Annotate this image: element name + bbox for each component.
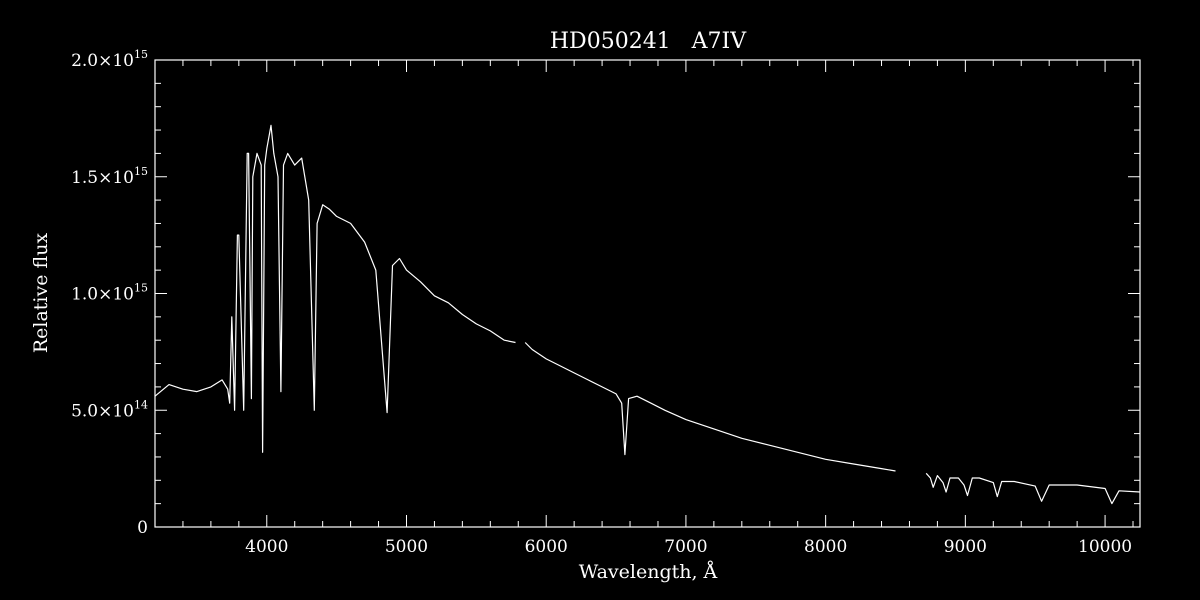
x-tick-label: 6000 <box>525 537 568 557</box>
x-tick-label: 4000 <box>245 537 288 557</box>
y-tick-exponent: 15 <box>134 48 148 61</box>
x-tick-label: 5000 <box>385 537 428 557</box>
y-tick-label: 5.0×1014 <box>71 398 148 421</box>
y-tick-exponent: 14 <box>134 398 148 411</box>
y-tick: 2.0×1015 <box>71 48 1140 71</box>
x-tick-label: 8000 <box>804 537 847 557</box>
y-tick: 1.5×1015 <box>71 165 1140 188</box>
chart-title: HD050241 A7IV <box>550 29 747 54</box>
y-tick: 5.0×1014 <box>71 398 1140 421</box>
plot-frame <box>154 59 1141 528</box>
y-tick: 1.0×1015 <box>71 282 1140 305</box>
spectrum-line-segment <box>925 472 1141 505</box>
y-axis-label: Relative flux <box>30 233 52 354</box>
y-tick-exponent: 15 <box>134 282 148 295</box>
y-tick-label: 0 <box>137 518 148 538</box>
y-tick-mantissa: 2.0×10 <box>71 51 134 71</box>
y-tick-label: 1.5×1015 <box>71 165 148 188</box>
x-tick: 4000 <box>245 60 288 557</box>
x-tick-label: 7000 <box>664 537 707 557</box>
x-axis-label: Wavelength, Å <box>579 561 718 583</box>
x-tick: 8000 <box>804 60 847 557</box>
y-tick-exponent: 15 <box>134 165 148 178</box>
spectrum-series <box>154 124 1141 505</box>
y-tick-label: 2.0×1015 <box>71 48 148 71</box>
x-tick: 5000 <box>385 60 428 557</box>
y-tick-mantissa: 0 <box>137 518 148 538</box>
y-tick-label: 1.0×1015 <box>71 282 148 305</box>
x-tick: 9000 <box>944 60 987 557</box>
x-tick: 7000 <box>664 60 708 557</box>
x-tick: 6000 <box>525 60 568 557</box>
y-tick-mantissa: 1.5×10 <box>71 168 134 188</box>
spectrum-line-segment <box>524 342 896 472</box>
y-tick-mantissa: 5.0×10 <box>71 401 134 421</box>
x-tick-label: 9000 <box>944 537 987 557</box>
x-axis: 4000 5000 6000 7000 8000 9000 10000 <box>154 60 1134 557</box>
spectrum-line-segment <box>154 124 516 453</box>
x-tick: 10000 <box>1078 60 1132 557</box>
x-tick-label: 10000 <box>1078 537 1132 557</box>
y-tick: 0 <box>137 518 1140 538</box>
y-tick-mantissa: 1.0×10 <box>71 285 134 305</box>
